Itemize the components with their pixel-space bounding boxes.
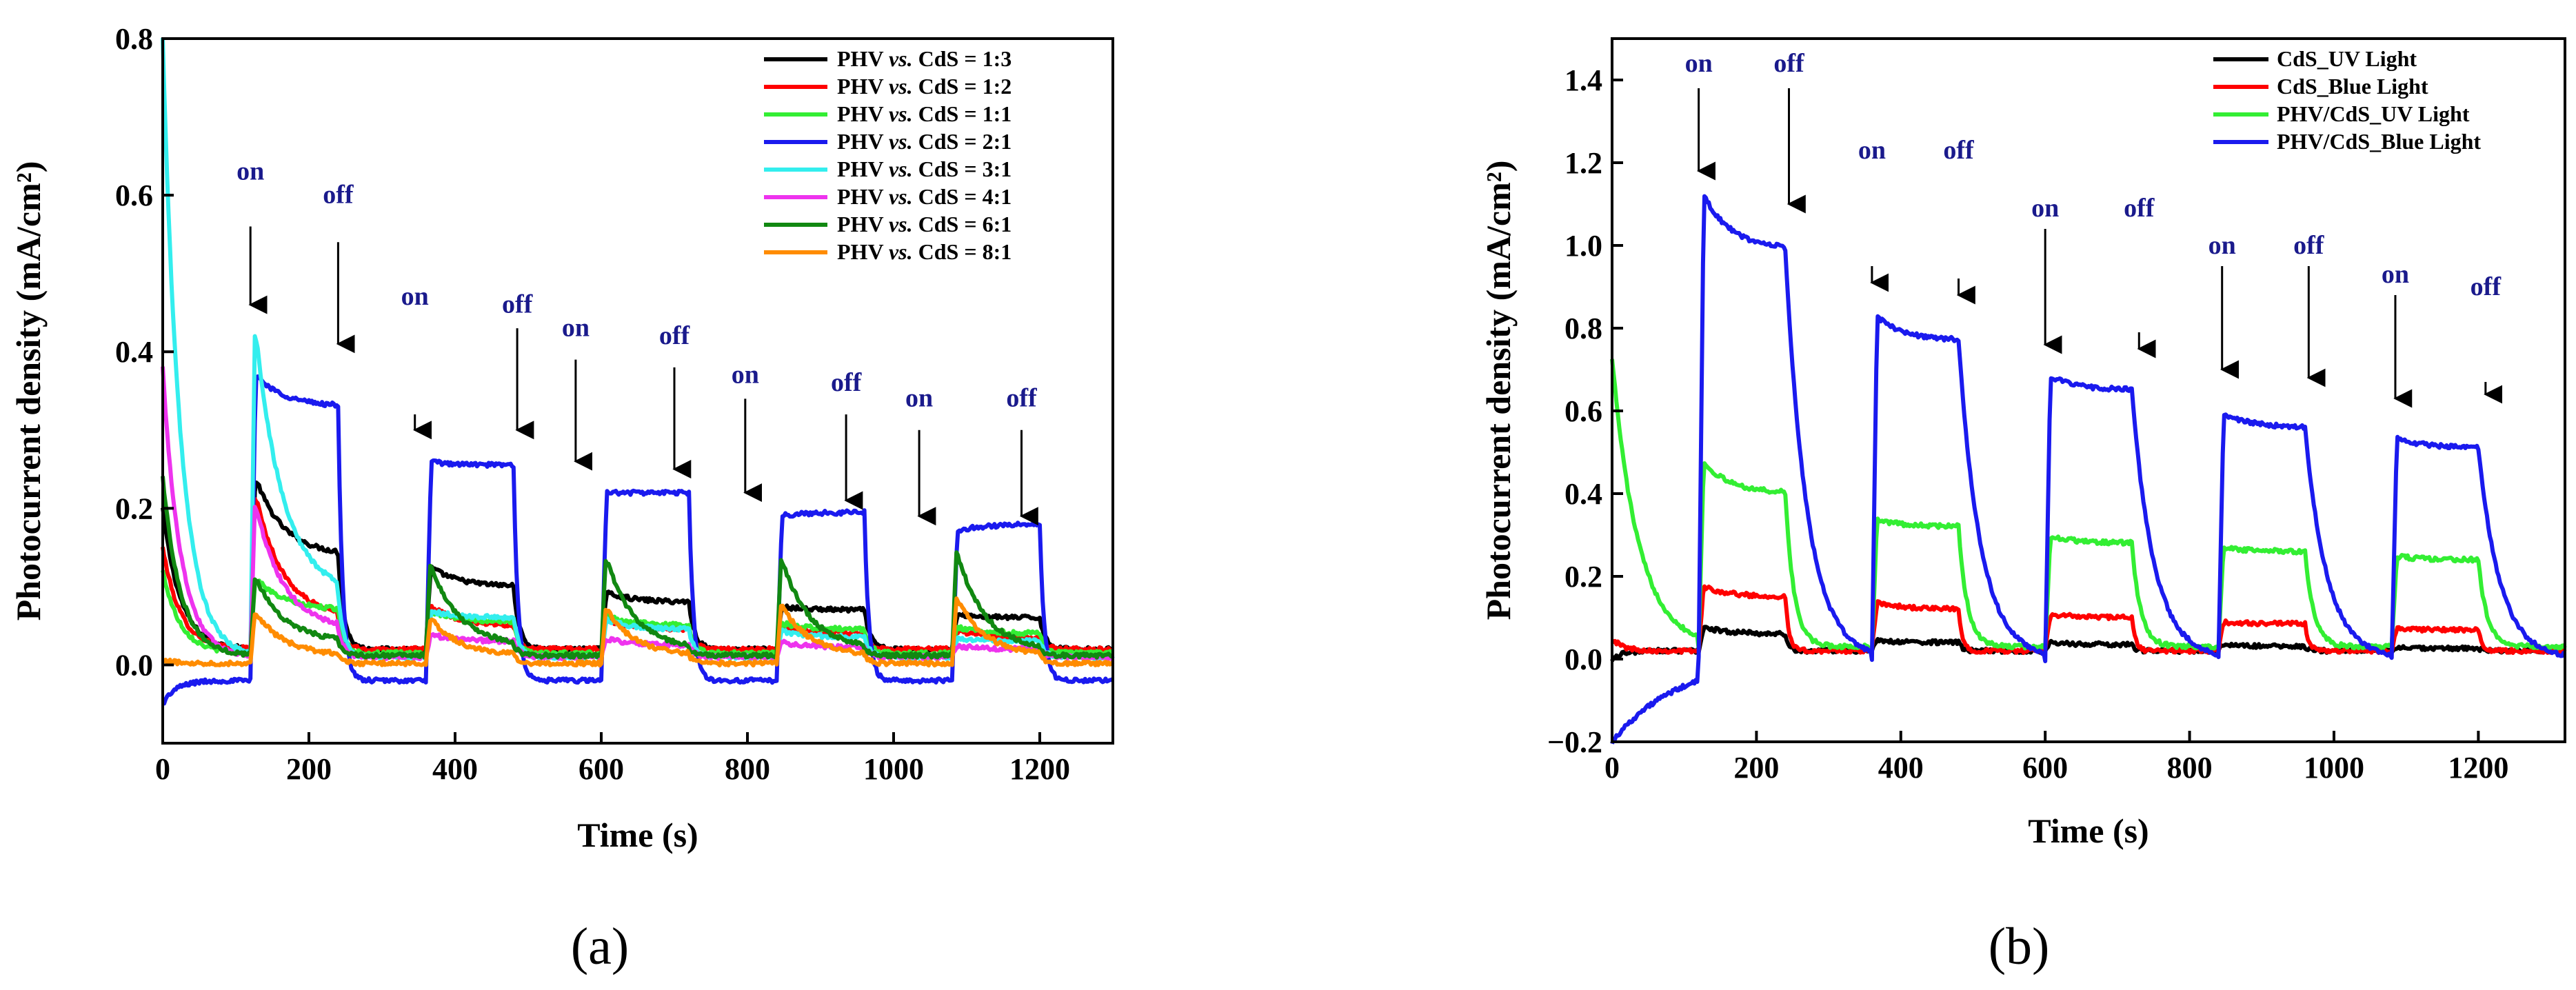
- chart-b-annotation-off: off: [2124, 194, 2155, 223]
- chart-b-ytick-label: 1.2: [1564, 146, 1602, 180]
- chart-a-annotation-off: off: [1006, 384, 1038, 413]
- chart-a-annotation-off: off: [831, 368, 863, 397]
- chart-b-xtick-label: 200: [1733, 751, 1779, 785]
- chart-a-ytick-label: 0.4: [115, 335, 153, 369]
- chart-a-legend-label: PHV vs. CdS = 1:1: [837, 101, 1012, 126]
- chart-b-annotation-off: off: [1773, 49, 1805, 78]
- chart-b-annotation-on: on: [2208, 231, 2236, 260]
- chart-a-series: [161, 37, 1115, 706]
- chart-b-annotation-on: on: [1685, 49, 1713, 78]
- chart-b-series-3: [1610, 358, 2567, 651]
- chart-b-series-2: [1610, 584, 2566, 656]
- chart-a-xtick-label: 0: [155, 752, 170, 786]
- chart-b-ytick-label: −0.2: [1547, 725, 1602, 759]
- chart-a-annotation-on: on: [562, 314, 590, 343]
- chart-b-legend-label: CdS_Blue Light: [2277, 74, 2428, 99]
- chart-a-plot-frame: [161, 37, 1114, 745]
- chart-b-legend-label: CdS_UV Light: [2277, 46, 2417, 71]
- chart-b-series-1: [1610, 625, 2567, 663]
- chart-a-xtick-label: 800: [725, 752, 770, 786]
- chart-a-legend-label: PHV vs. CdS = 6:1: [837, 212, 1012, 236]
- chart-b-ytick-label: 1.4: [1564, 63, 1602, 97]
- chart-b-series-4: [1610, 194, 2566, 745]
- chart-a-xtick-label: 1200: [1009, 752, 1070, 786]
- chart-a-legend-label: PHV vs. CdS = 8:1: [837, 239, 1012, 264]
- chart-b-plot-frame: [1611, 37, 2566, 743]
- chart-b-annotation-on: on: [2031, 194, 2059, 223]
- chart-a-annotation-off: off: [659, 321, 691, 350]
- chart-b-annotation-off: off: [2471, 272, 2502, 301]
- chart-a-xtick-label: 400: [432, 752, 478, 786]
- chart-b-ytick-label: 0.0: [1564, 643, 1602, 676]
- chart-b-axes: 0 200 400 600 800 1000 1200 −0.2 0.0 0.2 0.4 0.6 0.8…: [1547, 63, 2508, 785]
- chart-b-legend-label: PHV/CdS_UV Light: [2277, 101, 2470, 126]
- chart-a-xtick-label: 600: [578, 752, 624, 786]
- chart-b-ytick-label: 0.6: [1564, 394, 1602, 428]
- chart-a-annotation-on: on: [401, 282, 429, 311]
- chart-a-axes: 0 200 400 600 800 1000 1200 0.0 0.2 0.4 0.6 0.8: [115, 22, 1070, 786]
- chart-a-series-7: [161, 476, 1115, 660]
- chart-b-panel-label: (b): [1989, 918, 2050, 976]
- chart-a-annotation-off: off: [323, 180, 354, 209]
- chart-a-legend-label: PHV vs. CdS = 2:1: [837, 129, 1012, 154]
- chart-b-annotation-off: off: [2293, 231, 2325, 260]
- chart-b-ytick-label: 0.2: [1564, 560, 1602, 594]
- chart-a-annotation-off: off: [502, 290, 534, 319]
- chart-b-xlabel: Time (s): [2028, 811, 2149, 850]
- chart-a-annotation-on: on: [905, 384, 933, 413]
- chart-b-ytick-label: 0.8: [1564, 312, 1602, 345]
- chart-a-ylabel: Photocurrent density (mA/cm²): [9, 161, 48, 621]
- chart-a-xlabel: Time (s): [577, 816, 698, 854]
- chart-b-xtick-label: 400: [1878, 751, 1924, 785]
- chart-a-annotation-on: on: [732, 361, 759, 390]
- chart-a-legend-label: PHV vs. CdS = 4:1: [837, 184, 1012, 209]
- chart-b-ylabel: Photocurrent density (mA/cm²): [1479, 161, 1518, 620]
- chart-b-xtick-label: 0: [1604, 751, 1620, 785]
- chart-a-legend-label: PHV vs. CdS = 3:1: [837, 156, 1012, 181]
- chart-a-series-8: [161, 596, 1115, 668]
- chart-b-xtick-label: 1200: [2448, 751, 2508, 785]
- chart-a-ytick-label: 0.0: [115, 648, 153, 682]
- chart-a-annotation-on: on: [237, 156, 264, 185]
- chart-b-xtick-label: 1000: [2304, 751, 2364, 785]
- chart-b-legend-label: PHV/CdS_Blue Light: [2277, 129, 2481, 154]
- chart-b-series: [1610, 194, 2567, 745]
- chart-a-ytick-label: 0.6: [115, 179, 153, 212]
- chart-b-annotation-on: on: [1858, 136, 1886, 165]
- chart-b: on off on off on off on off on off 0 200 400 600 800 1…: [1479, 37, 2567, 976]
- chart-a-panel-label: (a): [571, 918, 629, 976]
- chart-b-ytick-label: 1.0: [1564, 229, 1602, 263]
- chart-b-xtick-label: 600: [2022, 751, 2068, 785]
- chart-a-legend-label: PHV vs. CdS = 1:3: [837, 46, 1012, 71]
- chart-a-ytick-label: 0.8: [115, 22, 153, 56]
- chart-a-legend-label: PHV vs. CdS = 1:2: [837, 74, 1012, 99]
- chart-b-annotations: on off on off on off on off on off: [1685, 49, 2503, 408]
- chart-b-ytick-label: 0.4: [1564, 477, 1602, 511]
- chart-b-xtick-label: 800: [2167, 751, 2213, 785]
- chart-b-annotation-off: off: [1943, 136, 1975, 165]
- chart-b-annotation-on: on: [2382, 260, 2409, 289]
- chart-a-ytick-label: 0.2: [115, 492, 153, 525]
- chart-a-xtick-label: 1000: [863, 752, 924, 786]
- chart-a-xtick-label: 200: [286, 752, 332, 786]
